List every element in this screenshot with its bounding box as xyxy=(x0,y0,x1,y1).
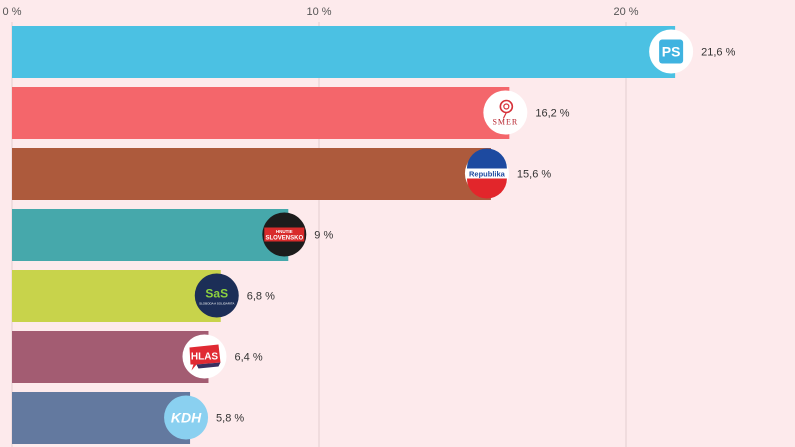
bar-slovensko xyxy=(12,209,289,261)
hlas-logo-icon: HLAS xyxy=(182,334,227,379)
slovensko-logo-text: SLOVENSKO xyxy=(265,236,303,242)
x-tick-label-0: 0 % xyxy=(3,6,22,18)
slovensko-logo-icon: HNUTIE SLOVENSKO xyxy=(262,212,307,257)
bar-smer xyxy=(12,87,510,139)
party-logos: PS SMER Republika HNUTIE SLOVENSKO SaSSLOBODA… xyxy=(164,29,694,440)
value-label-ps: 21,6 % xyxy=(701,47,735,59)
value-label-kdh: 5,8 % xyxy=(216,413,244,425)
sas-logo-text: SaS xyxy=(205,287,228,301)
ps-logo-icon: PS xyxy=(649,29,694,74)
republika-logo-icon: Republika xyxy=(464,148,509,199)
smer-logo-text: SMER xyxy=(492,118,518,127)
value-label-hlas: 6,4 % xyxy=(234,352,262,364)
smer-rose-logo-icon: SMER xyxy=(483,90,528,135)
bar-kdh xyxy=(12,392,191,444)
x-tick-label-2: 20 % xyxy=(613,6,638,18)
bar-republika xyxy=(12,148,491,200)
kdh-logo-icon: KDH xyxy=(164,395,209,440)
x-tick-label-1: 10 % xyxy=(306,6,331,18)
slovensko-logo-top-text: HNUTIE xyxy=(276,229,293,234)
value-label-republika: 15,6 % xyxy=(517,169,551,181)
value-label-slovensko: 9 % xyxy=(314,230,333,242)
value-label-sas: 6,8 % xyxy=(247,291,275,303)
value-labels: 21,6 % 16,2 % 15,6 % 9 % 6,8 % 6,4 % 5,8 % xyxy=(216,47,736,425)
ps-logo-text: PS xyxy=(662,44,681,60)
kdh-logo-text: KDH xyxy=(171,410,202,426)
value-label-smer: 16,2 % xyxy=(535,108,569,120)
x-axis-ticks: 0 % 10 % 20 % xyxy=(3,6,639,18)
hlas-logo-text: HLAS xyxy=(191,352,219,363)
bar-ps xyxy=(12,26,676,78)
bar-hlas xyxy=(12,331,209,383)
bars xyxy=(12,26,676,444)
sas-logo-subtext: SLOBODA A SOLIDARITA xyxy=(199,302,234,306)
republika-logo-text: Republika xyxy=(469,170,506,179)
bar-sas xyxy=(12,270,221,322)
